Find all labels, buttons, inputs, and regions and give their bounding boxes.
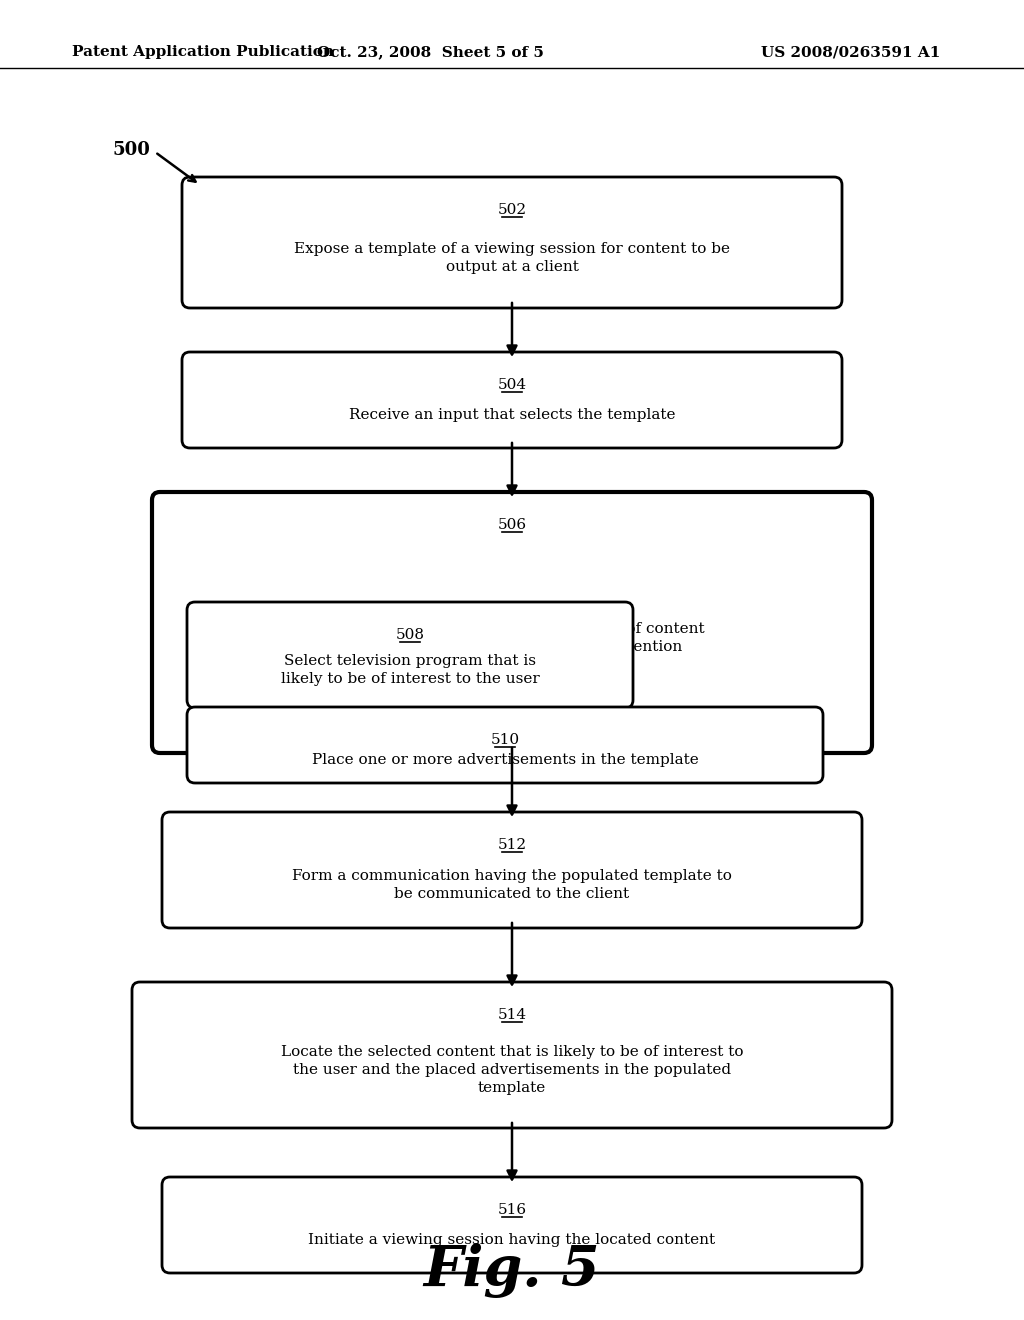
Text: 504: 504	[498, 378, 526, 392]
FancyBboxPatch shape	[187, 602, 633, 708]
Text: Select television program that is: Select television program that is	[284, 653, 536, 668]
Text: likely to be of interest to the user: likely to be of interest to the user	[281, 672, 540, 686]
Text: 514: 514	[498, 1008, 526, 1022]
FancyBboxPatch shape	[162, 1177, 862, 1272]
Text: template: template	[478, 1081, 546, 1096]
Text: 500: 500	[112, 141, 150, 158]
Text: Receive an input that selects the template: Receive an input that selects the templa…	[349, 408, 675, 422]
Text: Populate the template using a plurality of content: Populate the template using a plurality …	[319, 622, 705, 635]
Text: the user and the placed advertisements in the populated: the user and the placed advertisements i…	[293, 1063, 731, 1077]
Text: Form a communication having the populated template to: Form a communication having the populate…	[292, 869, 732, 883]
Text: Oct. 23, 2008  Sheet 5 of 5: Oct. 23, 2008 Sheet 5 of 5	[316, 45, 544, 59]
FancyBboxPatch shape	[182, 352, 842, 447]
FancyBboxPatch shape	[162, 812, 862, 928]
Text: Expose a template of a viewing session for content to be: Expose a template of a viewing session f…	[294, 242, 730, 256]
FancyBboxPatch shape	[132, 982, 892, 1129]
FancyBboxPatch shape	[182, 177, 842, 308]
Text: Patent Application Publication: Patent Application Publication	[72, 45, 334, 59]
Text: Place one or more advertisements in the template: Place one or more advertisements in the …	[311, 752, 698, 767]
Text: 516: 516	[498, 1203, 526, 1217]
Text: 502: 502	[498, 203, 526, 216]
Text: 508: 508	[395, 628, 425, 642]
Text: 512: 512	[498, 838, 526, 851]
FancyBboxPatch shape	[187, 708, 823, 783]
Text: US 2008/0263591 A1: US 2008/0263591 A1	[761, 45, 940, 59]
Text: 510: 510	[490, 733, 519, 747]
Text: Initiate a viewing session having the located content: Initiate a viewing session having the lo…	[308, 1233, 716, 1247]
Text: output at a client: output at a client	[445, 260, 579, 273]
Text: be communicated to the client: be communicated to the client	[394, 887, 630, 902]
Text: Fig. 5: Fig. 5	[424, 1242, 600, 1298]
Text: 506: 506	[498, 517, 526, 532]
FancyBboxPatch shape	[152, 492, 872, 752]
Text: automatically and without user intervention: automatically and without user intervent…	[342, 639, 682, 653]
Text: Locate the selected content that is likely to be of interest to: Locate the selected content that is like…	[281, 1045, 743, 1059]
